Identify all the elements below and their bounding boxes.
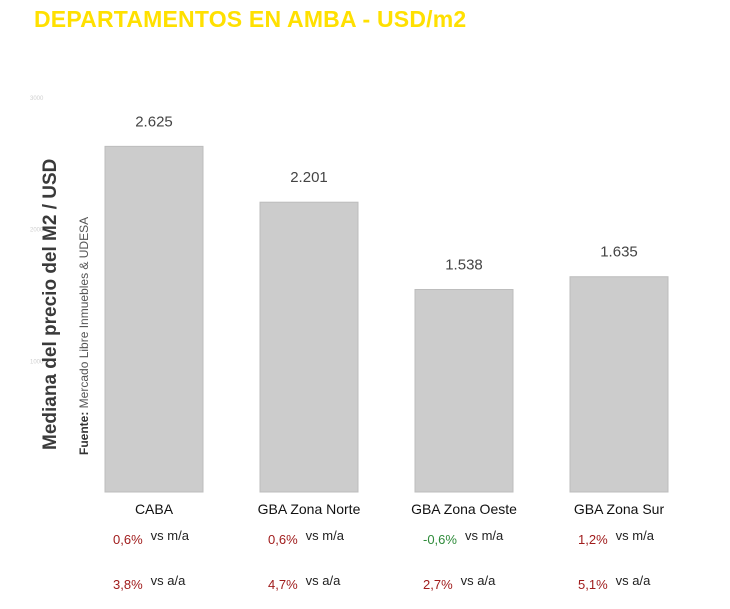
bar bbox=[414, 288, 514, 493]
stat-yoy: 5,1% vs a/a bbox=[578, 573, 651, 592]
stat-mom: 0,6% vs m/a bbox=[268, 528, 344, 547]
stat-mom-label: vs m/a bbox=[150, 528, 189, 543]
stat-yoy-value: 3,8% bbox=[113, 577, 143, 592]
stat-yoy: 2,7% vs a/a bbox=[423, 573, 496, 592]
stat-mom-value: 1,2% bbox=[578, 532, 608, 547]
stat-yoy-value: 5,1% bbox=[578, 577, 608, 592]
y-tick-label: 1000 bbox=[30, 359, 44, 365]
y-axis-label: Mediana del precio del M2 / USD bbox=[40, 158, 61, 450]
source-note: Fuente: Mercado Libre Inmuebles & UDESA bbox=[77, 217, 91, 455]
source-text: Mercado Libre Inmuebles & UDESA bbox=[77, 216, 91, 409]
source-prefix: Fuente: bbox=[77, 411, 91, 455]
bar-value-label: 1.538 bbox=[445, 256, 483, 273]
stat-mom-label: vs m/a bbox=[305, 528, 344, 543]
category-label: GBA Zona Oeste bbox=[411, 501, 517, 517]
stat-mom-value: 0,6% bbox=[113, 532, 143, 547]
stat-yoy-label: vs a/a bbox=[615, 573, 651, 588]
category-label: GBA Zona Sur bbox=[574, 501, 665, 517]
category-label: CABA bbox=[135, 501, 174, 517]
stat-yoy-value: 2,7% bbox=[423, 577, 453, 592]
stat-yoy: 4,7% vs a/a bbox=[268, 573, 341, 592]
stat-yoy-label: vs a/a bbox=[460, 573, 496, 588]
stat-yoy-label: vs a/a bbox=[150, 573, 186, 588]
stat-mom-value: -0,6% bbox=[423, 532, 457, 547]
y-tick-label: 2000 bbox=[30, 228, 44, 234]
y-tick-label: 3000 bbox=[30, 96, 44, 102]
stat-yoy-value: 4,7% bbox=[268, 577, 298, 592]
stat-mom: 0,6% vs m/a bbox=[113, 528, 189, 547]
chart-title: DEPARTAMENTOS EN AMBA - USD/m2 bbox=[34, 6, 467, 32]
category-label: GBA Zona Norte bbox=[258, 501, 361, 517]
stat-mom: 1,2% vs m/a bbox=[578, 528, 654, 547]
bar-value-label: 2.201 bbox=[290, 169, 328, 186]
stat-mom-value: 0,6% bbox=[268, 532, 298, 547]
stat-yoy: 3,8% vs a/a bbox=[113, 573, 186, 592]
bar-value-label: 1.635 bbox=[600, 244, 638, 261]
stat-mom-label: vs m/a bbox=[464, 528, 504, 543]
bar bbox=[569, 276, 669, 493]
bar bbox=[259, 201, 359, 493]
stat-mom-label: vs m/a bbox=[615, 528, 654, 543]
stat-mom: -0,6% vs m/a bbox=[423, 528, 504, 547]
bar bbox=[104, 145, 204, 493]
stat-yoy-label: vs a/a bbox=[305, 573, 341, 588]
bar-value-label: 2.625 bbox=[135, 113, 173, 130]
